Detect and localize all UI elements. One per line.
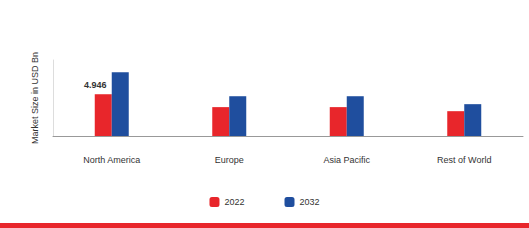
svg-text:2022: 2022 — [224, 197, 244, 207]
svg-text:4.946: 4.946 — [84, 80, 107, 90]
svg-text:Asia Pacific: Asia Pacific — [323, 155, 370, 165]
svg-text:Market Size in USD Bn: Market Size in USD Bn — [30, 52, 40, 144]
svg-text:2032: 2032 — [300, 197, 320, 207]
svg-text:Europe: Europe — [215, 155, 244, 165]
svg-text:North America: North America — [83, 155, 140, 165]
svg-text:Rest of World: Rest of World — [437, 155, 491, 165]
